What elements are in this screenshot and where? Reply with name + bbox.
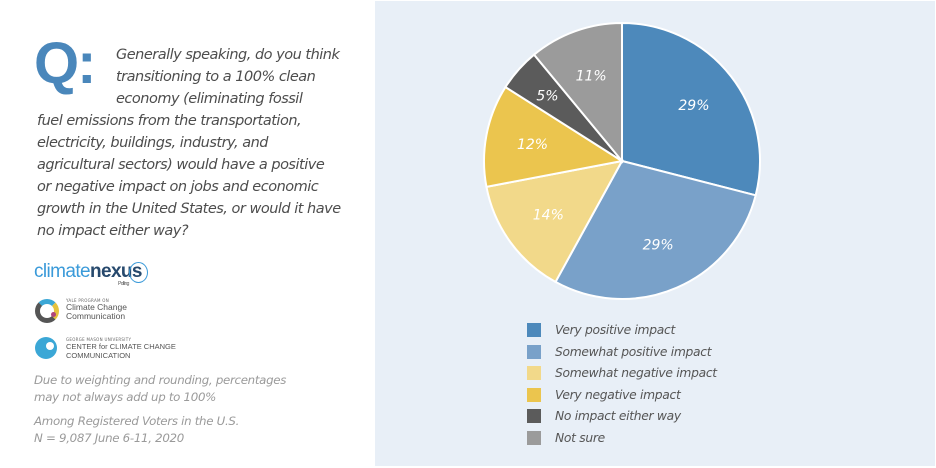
pie-label-somewhat-positive-impact: 29% [643,238,674,254]
legend-swatch [527,387,541,402]
legend-label: Somewhat negative impact [555,366,717,380]
question-text: Generally speaking, do you think transit… [37,44,367,242]
logo-subtitle: Polling [118,281,129,287]
question-line: no impact either way? [37,223,189,239]
question-panel: Q: Generally speaking, do you think tran… [0,0,375,468]
yale-logo-title: Climate Change Communication [66,303,127,321]
question-line: fuel emissions from the transportation, [37,113,302,129]
pie-label-not-sure: 11% [576,68,607,84]
bubble-dot-icon [51,312,56,317]
climatenexus-logo: climatenexus Polling [34,261,148,287]
pie-label-very-positive-impact: 29% [678,98,709,114]
gmu-logo-line2: CENTER for CLIMATE CHANGE [66,342,176,351]
legend-swatch [527,344,541,359]
legend-label: Very negative impact [555,387,681,402]
legend-label: Somewhat positive impact [555,344,712,359]
question-line: economy (eliminating fossil [116,91,303,107]
question-line: or negative impact on jobs and economic [37,179,319,195]
question-line: growth in the United States, or would it… [37,201,341,217]
pie-slice-somewhat-positive-impact [554,159,757,300]
yale-logo-line1: YALE PROGRAM ON [66,298,110,303]
gmu-logo-line3: COMMUNICATION [66,351,131,360]
question-marker: Q: [34,31,96,96]
yale-logo-line2: Climate Change [66,302,127,312]
weighting-note-line1: Due to weighting and rounding, percentag… [34,373,287,387]
pie-label-somewhat-negative-impact: 14% [533,208,564,224]
legend-swatch [527,430,541,445]
logo-text-climate: climate [34,261,91,282]
sunburst-icon [35,337,57,359]
logo-ring-icon [129,262,148,283]
question-line: transitioning to a 100% clean [116,69,316,85]
pie-slice-very-positive-impact [621,21,761,197]
sample-note-line2: N = 9,087 June 6-11, 2020 [34,431,184,445]
legend-label: Very positive impact [555,323,675,337]
speech-bubble-icon [35,299,59,323]
weighting-note: Due to weighting and rounding, percentag… [34,372,354,406]
pie-slice-somewhat-negative-impact [485,159,624,284]
pie-slice-very-negative-impact [483,85,625,189]
pie-chart: 29% 29% 14% 12% 5% 11% [483,21,761,300]
sample-note-line1: Among Registered Voters in the U.S. [34,414,240,428]
gmu-logo-title: CENTER for CLIMATE CHANGE COMMUNICATION [66,342,176,360]
question-line: Generally speaking, do you think [116,47,340,63]
legend-swatch [527,409,541,423]
legend-swatch [527,366,541,380]
pie-label-very-negative-impact: 12% [517,137,548,153]
gmu-logo-line1: GEORGE MASON UNIVERSITY [66,337,132,342]
question-line: electricity, buildings, industry, and [37,135,269,151]
pie-label-no-impact-either-way: 5% [536,88,558,104]
sample-note: Among Registered Voters in the U.S. N = … [34,413,354,447]
legend-label: Not sure [555,430,605,445]
weighting-note-line2: may not always add up to 100% [34,390,217,404]
yale-logo-line3: Communication [66,311,126,321]
legend-label: No impact either way [555,409,681,423]
legend-swatch [527,323,541,337]
pie-slice-not-sure [532,21,623,164]
question-line: agricultural sectors) would have a posit… [37,157,325,173]
chart-panel: 29% 29% 14% 12% 5% 11% Very positive impact So… [375,1,935,466]
